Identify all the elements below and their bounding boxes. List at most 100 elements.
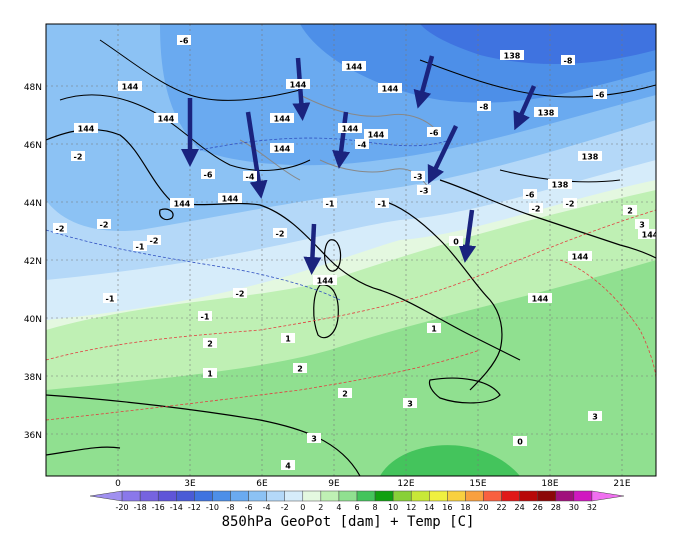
temp-label: -1 xyxy=(326,200,335,209)
temp-label-box xyxy=(563,198,577,208)
legend-value: -12 xyxy=(188,503,201,512)
temp-label-box xyxy=(417,185,431,195)
geo-label: 144 xyxy=(274,115,291,124)
legend-value: -4 xyxy=(263,503,271,512)
temp-label: 2 xyxy=(297,365,303,374)
geo-label: 144 xyxy=(122,83,139,92)
temp-label-box xyxy=(147,235,161,245)
geo-label-box xyxy=(218,193,242,203)
geo-label: 144 xyxy=(642,231,659,240)
temp-label: -8 xyxy=(564,57,573,66)
wind-arrows xyxy=(181,55,537,275)
temp-label: 1 xyxy=(431,325,437,334)
geo-label-box xyxy=(74,123,98,133)
legend-swatch xyxy=(194,490,213,502)
wind-arrow xyxy=(332,111,351,169)
temp-label-box xyxy=(477,101,491,111)
legend-value: -2 xyxy=(281,503,289,512)
temp-label-box xyxy=(203,368,217,378)
temp-label-box xyxy=(307,433,321,443)
temp-label-box xyxy=(103,293,117,303)
geo-label-box xyxy=(270,143,294,153)
legend-swatch xyxy=(555,490,575,502)
temp-label-box xyxy=(53,223,67,233)
legend-value: 28 xyxy=(551,503,561,512)
legend-value: -6 xyxy=(245,503,253,512)
temp-label-box xyxy=(233,288,247,298)
legend-value: 32 xyxy=(587,503,597,512)
coastlines xyxy=(46,129,656,476)
geo-label-box xyxy=(286,79,310,89)
legend-value: -20 xyxy=(116,503,129,512)
geo-label: 138 xyxy=(582,153,599,162)
geo-label-box xyxy=(364,129,388,139)
fill-temp-m10-m8 xyxy=(420,24,656,65)
legend-swatch xyxy=(573,490,593,502)
temp-label-box xyxy=(177,35,191,45)
temp-label: 3 xyxy=(311,435,317,444)
temp-label-box xyxy=(71,151,85,161)
latitude-label: 44N xyxy=(24,199,42,209)
legend-swatch xyxy=(501,490,520,502)
temp-label: -2 xyxy=(566,200,575,209)
legend-value: 16 xyxy=(442,503,452,512)
map-area: 144 144 144 144 144 144 144 144 144 144 144 144 144 1… xyxy=(46,24,659,476)
legend-swatch xyxy=(483,490,502,502)
temp-label: -6 xyxy=(526,191,535,200)
legend-value: 8 xyxy=(373,503,378,512)
legend-value: -18 xyxy=(134,503,147,512)
temp-label-box xyxy=(427,127,441,137)
temp-label-box xyxy=(133,241,147,251)
temp-label-box xyxy=(273,228,287,238)
legend-swatch xyxy=(356,490,376,502)
temp-label: 2 xyxy=(627,207,633,216)
temp-label: 0 xyxy=(453,238,459,247)
temp-label: 1 xyxy=(285,335,291,344)
temp-label-box xyxy=(201,169,215,179)
temp-label: 3 xyxy=(639,221,645,230)
longitude-label: 6E xyxy=(256,479,268,489)
temp-label: -3 xyxy=(420,187,429,196)
wind-arrow xyxy=(303,223,322,275)
temp-label: 3 xyxy=(407,400,413,409)
longitude-label: 21E xyxy=(613,479,630,489)
wind-arrow xyxy=(458,209,477,263)
legend-swatch xyxy=(139,490,159,502)
geo-label: 144 xyxy=(222,195,239,204)
temp-label-box xyxy=(203,338,217,348)
temp-label-box xyxy=(338,388,352,398)
temp-label-box xyxy=(293,363,307,373)
latitude-label: 42N xyxy=(24,257,42,267)
temp-label-box xyxy=(593,89,607,99)
temp-label-box xyxy=(97,219,111,229)
legend-swatch xyxy=(410,490,430,502)
legend-swatch xyxy=(89,490,123,502)
geo-label: 144 xyxy=(342,125,359,134)
temp-label-box xyxy=(411,171,425,181)
temp-label: -2 xyxy=(532,205,541,214)
temp-label: -2 xyxy=(236,290,245,299)
temp-label-box xyxy=(355,139,369,149)
temp-label-box xyxy=(403,398,417,408)
legend-value: -8 xyxy=(227,503,235,512)
legend-value: 24 xyxy=(515,503,525,512)
color-legend: -20 -18 -16 -14 -12 -10 -8 -6 -4 -2 0 2 4 6 8 10 12 14 16 1… xyxy=(89,490,625,512)
geo-label: 144 xyxy=(290,81,307,90)
temp-label: -6 xyxy=(430,129,439,138)
longitude-label: 18E xyxy=(541,479,558,489)
temp-label-box xyxy=(375,198,389,208)
temp-label: -1 xyxy=(106,295,115,304)
geo-label: 138 xyxy=(538,109,555,118)
temp-label: -1 xyxy=(378,200,387,209)
temp-label-box xyxy=(529,203,543,213)
legend-swatch xyxy=(374,490,394,502)
wind-arrow xyxy=(513,85,537,131)
longitude-label: 0 xyxy=(115,479,121,489)
geo-label-box xyxy=(313,275,337,285)
latitude-label: 40N xyxy=(24,315,42,325)
islands xyxy=(159,208,501,404)
temp-label-box xyxy=(449,236,463,246)
geo-label-box xyxy=(342,61,366,71)
legend-swatch xyxy=(338,490,358,502)
